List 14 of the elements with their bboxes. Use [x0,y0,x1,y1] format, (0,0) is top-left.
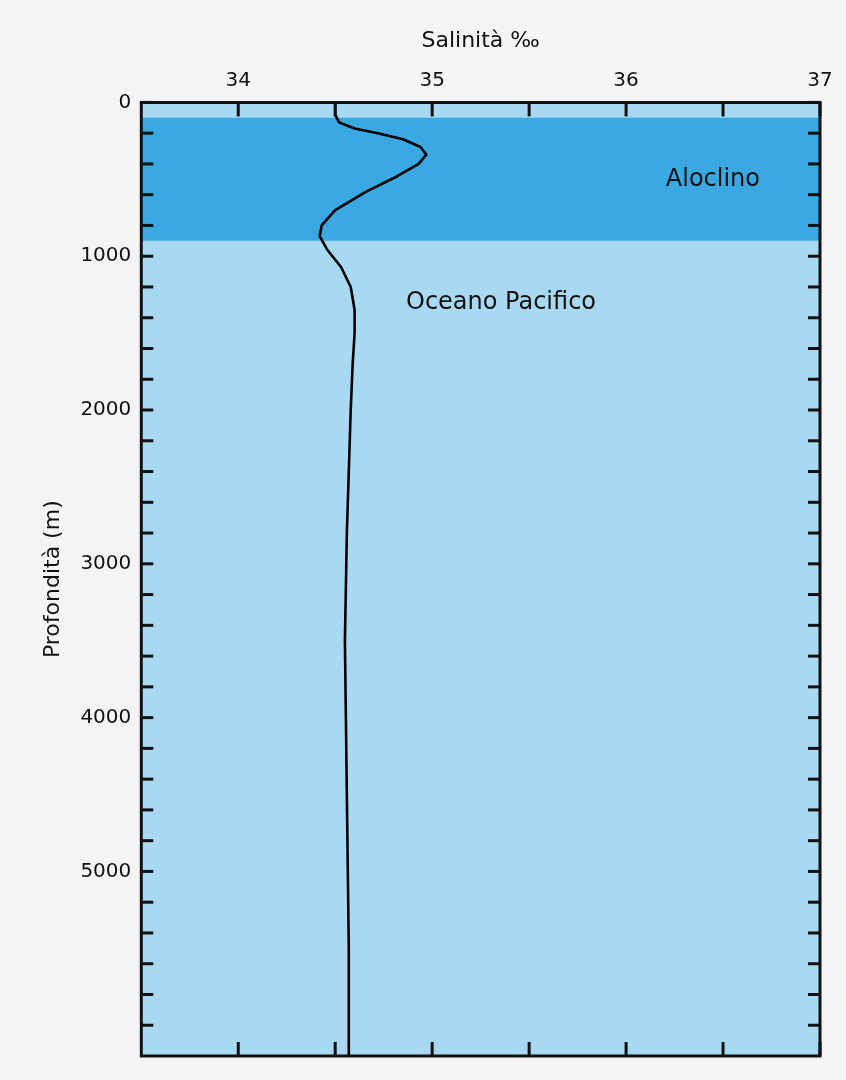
y-tick-label: 1000 [80,242,132,267]
y-tick-label: 2000 [80,396,132,421]
x-tick-label: 36 [613,66,639,91]
y-axis-title: Profondità (m) [38,500,64,659]
x-axis-title: Salinità ‰ [421,26,540,52]
band-label: Aloclino [665,163,760,192]
y-tick-label: 5000 [80,857,132,882]
y-tick-label: 4000 [80,703,132,728]
x-tick-label: 35 [419,66,445,91]
x-tick-label: 37 [807,66,833,91]
y-tick-label: 3000 [80,550,132,575]
y-tick-label: 0 [118,88,132,113]
x-tick-label: 34 [225,66,251,91]
annotation: Oceano Pacifico [405,286,597,315]
